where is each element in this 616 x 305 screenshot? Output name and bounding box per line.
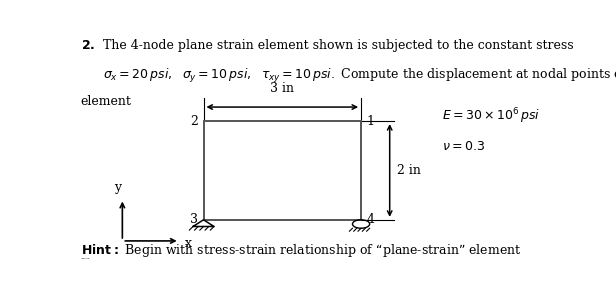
- Text: $\mathbf{2.}$: $\mathbf{2.}$: [81, 39, 95, 52]
- Text: element: element: [81, 95, 132, 108]
- Text: “plane-strain”: “plane-strain”: [81, 257, 91, 259]
- Text: $\nu = 0.3$: $\nu = 0.3$: [442, 141, 485, 153]
- Bar: [203, 121, 361, 220]
- Text: $\sigma_x = 20\,psi,$  $\sigma_y = 10\,psi,$  $\tau_{xy} = 10\,psi$$.$ Compute t: $\sigma_x = 20\,psi,$ $\sigma_y = 10\,ps…: [103, 67, 616, 85]
- Text: $\mathbf{Hint:}$ Begin with stress-strain relationship of “plane-strain” element: $\mathbf{Hint:}$ Begin with stress-strai…: [81, 242, 521, 259]
- Text: 1: 1: [367, 115, 375, 128]
- Text: 3 in: 3 in: [270, 82, 294, 95]
- Text: y: y: [114, 181, 121, 194]
- Text: x: x: [184, 237, 192, 250]
- Text: 2 in: 2 in: [397, 164, 421, 177]
- Text: 2: 2: [190, 115, 198, 128]
- Text: The 4-node plane strain element shown is subjected to the constant stress: The 4-node plane strain element shown is…: [103, 39, 574, 52]
- Text: $E = 30 \times 10^6\,psi$: $E = 30 \times 10^6\,psi$: [442, 107, 540, 126]
- Text: 3: 3: [190, 213, 198, 226]
- Text: 4: 4: [367, 213, 375, 226]
